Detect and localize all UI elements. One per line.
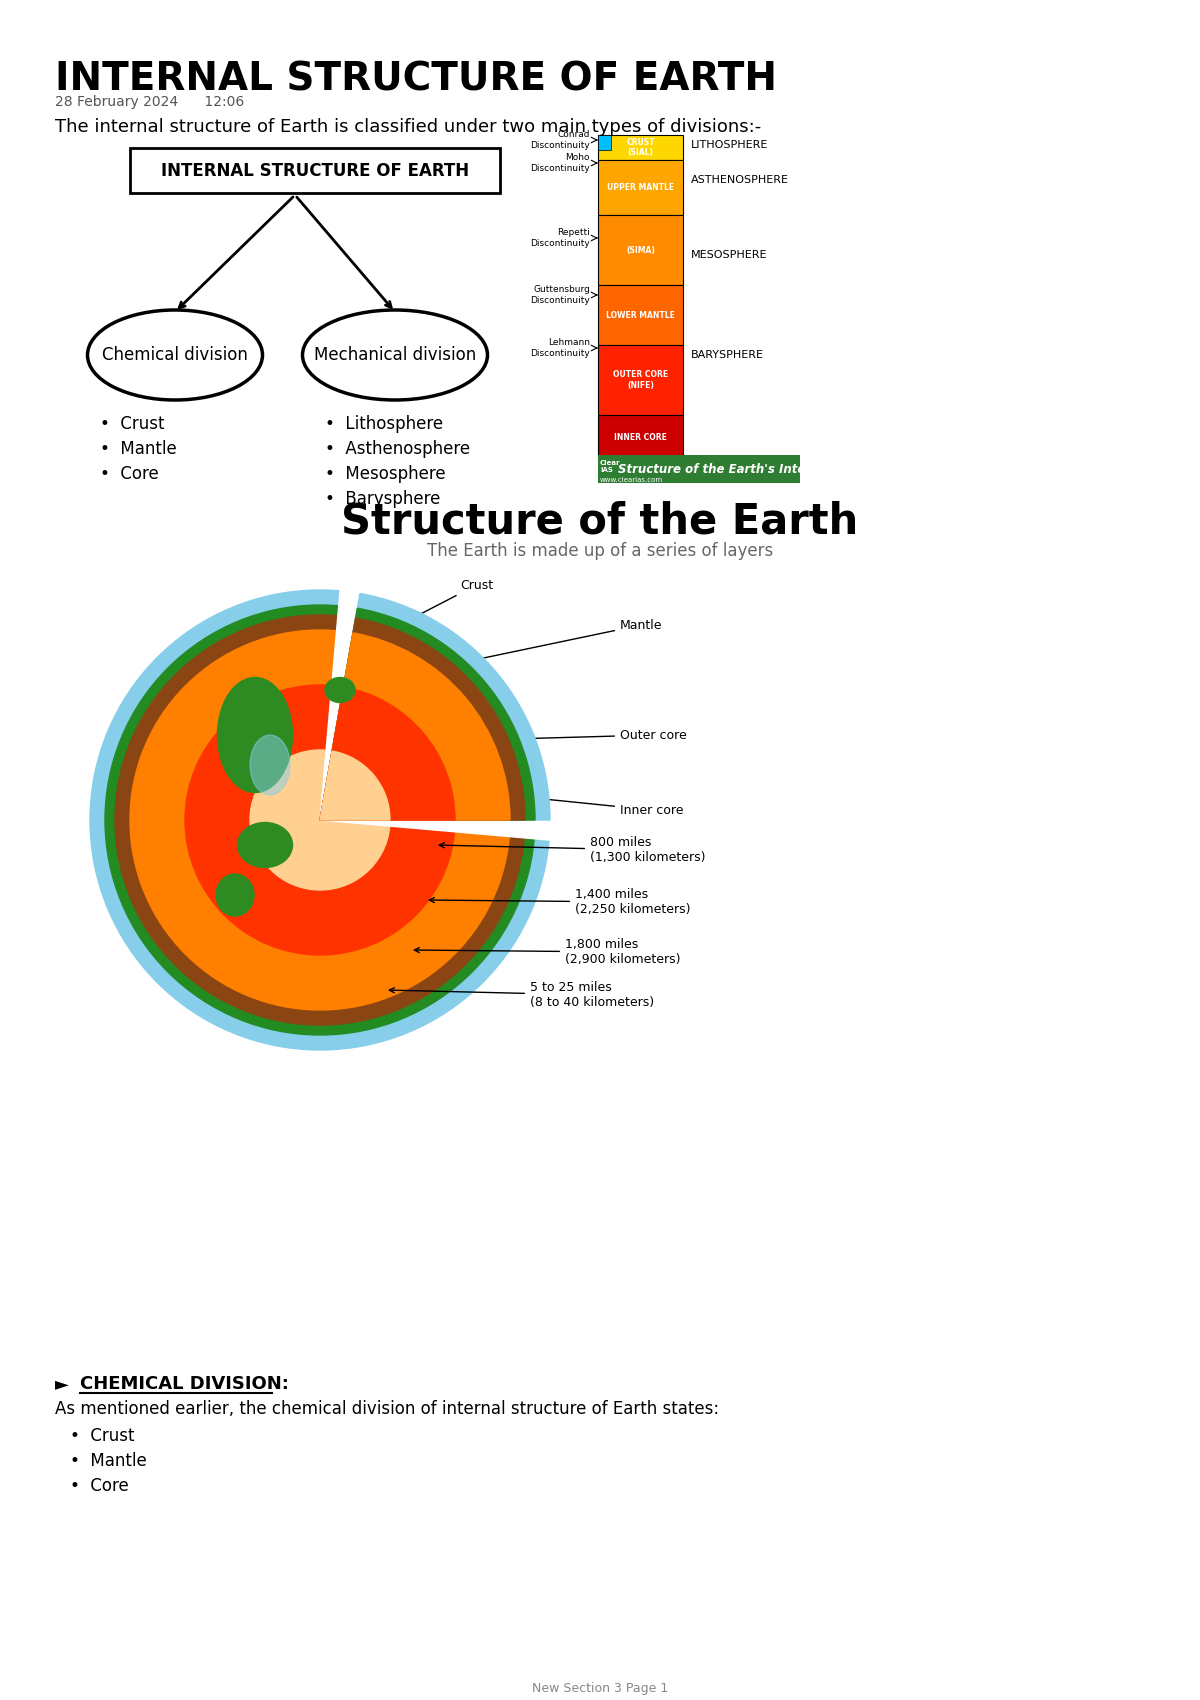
Text: 800 miles
(1,300 kilometers): 800 miles (1,300 kilometers) [439,836,706,864]
Text: 5 to 25 miles
(8 to 40 kilometers): 5 to 25 miles (8 to 40 kilometers) [389,981,654,1010]
Text: BARYSPHERE: BARYSPHERE [691,350,764,360]
Bar [598,415,683,461]
Text: INTERNAL STRUCTURE OF EARTH: INTERNAL STRUCTURE OF EARTH [161,162,469,180]
Bar [598,134,611,150]
Ellipse shape [302,309,487,399]
Text: Structure of the Earth: Structure of the Earth [341,500,859,542]
Text: •  Lithosphere: • Lithosphere [325,415,443,434]
Wedge shape [320,581,560,842]
Bar [130,148,500,194]
Text: INTERNAL STRUCTURE OF EARTH: INTERNAL STRUCTURE OF EARTH [55,60,778,99]
Bar [598,134,683,160]
Wedge shape [320,619,526,819]
Text: Outer core: Outer core [479,729,686,743]
Text: As mentioned earlier, the chemical division of internal structure of Earth state: As mentioned earlier, the chemical divis… [55,1401,719,1418]
Text: 1,800 miles
(2,900 kilometers): 1,800 miles (2,900 kilometers) [414,938,680,966]
Text: Mechanical division: Mechanical division [314,347,476,364]
Wedge shape [320,687,455,819]
Text: LITHOSPHERE: LITHOSPHERE [691,139,768,150]
Text: OUTER CORE
(NIFE): OUTER CORE (NIFE) [613,371,668,389]
Text: •  Core: • Core [70,1477,128,1494]
Text: INNER CORE: INNER CORE [614,434,667,442]
Bar [598,345,683,415]
Ellipse shape [88,309,263,399]
Text: •  Barysphere: • Barysphere [325,490,440,508]
Text: Crust: Crust [384,578,493,632]
Text: •  Crust: • Crust [70,1426,134,1445]
Text: LOWER MANTLE: LOWER MANTLE [606,311,674,320]
Text: Mantle: Mantle [455,619,662,665]
Bar [598,286,683,345]
Ellipse shape [217,678,293,792]
Circle shape [90,590,550,1051]
Text: Clear
IAS: Clear IAS [600,461,620,473]
Text: Moho
Discontinuity: Moho Discontinuity [530,153,590,173]
Text: www.clearias.com: www.clearias.com [600,478,664,483]
Ellipse shape [216,874,254,916]
Text: CHEMICAL DIVISION:: CHEMICAL DIVISION: [80,1375,289,1392]
Ellipse shape [250,734,290,796]
Text: Repetti
Discontinuity: Repetti Discontinuity [530,228,590,248]
Text: Guttensburg
Discontinuity: Guttensburg Discontinuity [530,286,590,304]
Text: 28 February 2024      12:06: 28 February 2024 12:06 [55,95,245,109]
Wedge shape [320,632,510,819]
Circle shape [130,631,510,1010]
Ellipse shape [325,678,355,702]
Text: ASTHENOSPHERE: ASTHENOSPHERE [691,175,790,185]
Text: Inner core: Inner core [460,789,684,816]
Text: Structure of the Earth's Interior: Structure of the Earth's Interior [618,462,829,476]
Circle shape [250,750,390,891]
Text: •  Core: • Core [100,466,158,483]
Bar [598,160,683,214]
Bar [598,456,800,483]
Wedge shape [320,609,535,819]
Text: •  Mantle: • Mantle [100,440,176,457]
Text: Lehmann
Discontinuity: Lehmann Discontinuity [530,338,590,357]
Text: •  Asthenosphere: • Asthenosphere [325,440,470,457]
Bar [598,214,683,286]
Circle shape [115,615,526,1025]
Text: Chemical division: Chemical division [102,347,248,364]
Text: •  Mantle: • Mantle [70,1452,146,1470]
Text: The Earth is made up of a series of layers: The Earth is made up of a series of laye… [427,542,773,559]
Ellipse shape [238,823,293,867]
Text: Conrad
Discontinuity: Conrad Discontinuity [530,131,590,150]
Text: The internal structure of Earth is classified under two main types of divisions:: The internal structure of Earth is class… [55,117,761,136]
Text: •  Crust: • Crust [100,415,164,434]
Text: ►: ► [55,1375,68,1392]
Text: UPPER MANTLE: UPPER MANTLE [607,184,674,192]
Circle shape [106,605,535,1035]
Wedge shape [320,593,550,819]
Text: (SIMA): (SIMA) [626,245,655,255]
Circle shape [185,685,455,955]
Text: CRUST
(SIAL): CRUST (SIAL) [626,138,655,156]
Text: MESOSPHERE: MESOSPHERE [691,250,768,260]
Wedge shape [320,751,390,819]
Text: •  Mesosphere: • Mesosphere [325,466,445,483]
Text: New Section 3 Page 1: New Section 3 Page 1 [532,1681,668,1695]
Text: 1,400 miles
(2,250 kilometers): 1,400 miles (2,250 kilometers) [430,887,690,916]
